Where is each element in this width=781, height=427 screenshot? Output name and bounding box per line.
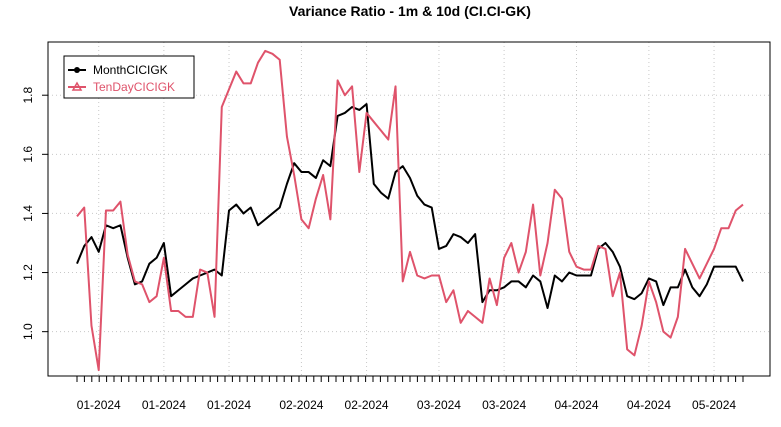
chart-title: Variance Ratio - 1m & 10d (CI.CI-GK)	[289, 3, 531, 19]
x-tick-label: 02-2024	[345, 398, 389, 412]
x-tick-label: 01-2024	[207, 398, 251, 412]
x-tick-label: 04-2024	[554, 398, 598, 412]
x-tick-label: 04-2024	[627, 398, 671, 412]
x-axis: 01-2024 01-2024 01-2024 02-2024 02-2024 03-20…	[76, 376, 744, 412]
legend-label-month: MonthCICIGK	[93, 63, 168, 77]
legend-marker-tenday	[71, 81, 83, 91]
x-tick-label: 02-2024	[279, 398, 323, 412]
y-tick-label: 1.0	[21, 323, 35, 340]
x-tick-label: 01-2024	[77, 398, 121, 412]
series-line-month	[76, 103, 744, 310]
plot-area-border	[47, 41, 771, 377]
legend-marker-month	[74, 67, 80, 73]
y-tick-label: 1.2	[21, 264, 35, 281]
legend-label-tenday: TenDayCICIGK	[93, 80, 175, 94]
x-tick-label: 03-2024	[482, 398, 526, 412]
series-lines	[76, 49, 744, 372]
y-tick-label: 1.8	[21, 87, 35, 104]
y-axis: 1.0 1.2 1.4 1.6 1.8	[21, 87, 48, 340]
x-tick-label: 01-2024	[142, 398, 186, 412]
x-tick-label: 05-2024	[692, 398, 736, 412]
legend-box	[63, 55, 195, 99]
x-tick-label: 03-2024	[417, 398, 461, 412]
y-tick-label: 1.6	[21, 146, 35, 163]
legend: MonthCICIGK TenDayCICIGK	[63, 55, 195, 99]
series-line-tenday	[76, 49, 744, 372]
y-tick-label: 1.4	[21, 205, 35, 222]
